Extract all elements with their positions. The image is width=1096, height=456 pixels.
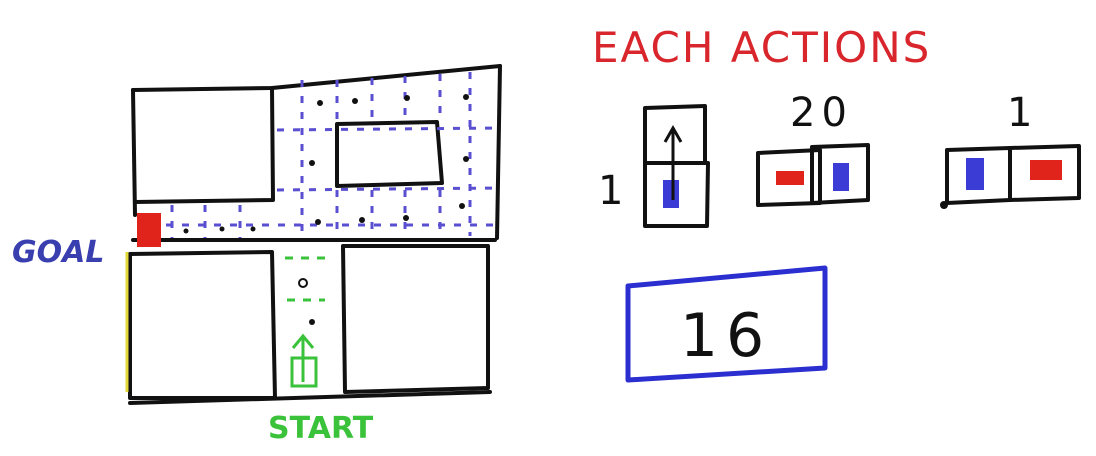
goal-label: GOAL (12, 235, 104, 270)
forward-action-cost: 1 (598, 168, 623, 214)
maze-bottom-wall (128, 390, 492, 405)
answer-value: 16 (680, 301, 772, 371)
answer-box (625, 265, 828, 383)
start-corridor-ring (298, 278, 308, 288)
reverse-red-robot-icon (1030, 160, 1062, 180)
start-corridor-dashes (285, 256, 330, 302)
cell-dots (183, 94, 469, 325)
maze-inner-wall-top-left (133, 86, 275, 204)
start-label: START (268, 411, 374, 446)
start-robot-icon (290, 333, 318, 388)
maze-lower-right-block (341, 244, 490, 394)
forward-action-diagram (643, 104, 710, 228)
reverse-blue-robot-icon (966, 158, 984, 190)
actions-heading: EACH ACTIONS (592, 23, 931, 72)
turn-action-diagram (756, 143, 870, 207)
reverse-action-diagram (945, 144, 1081, 205)
up-arrow-icon (663, 124, 683, 200)
goal-marker-icon (137, 213, 161, 247)
reverse-action-cost: 1 (1007, 90, 1032, 136)
maze-right-wall (495, 64, 502, 240)
maze-top-wall (131, 64, 502, 92)
forward-robot-icon (663, 180, 679, 208)
turn-action-cost: 20 (790, 90, 853, 136)
maze-left-wall (131, 88, 137, 217)
grid-dashes (150, 72, 501, 238)
reverse-start-dot (940, 201, 948, 209)
turn-blue-robot-icon (833, 163, 849, 191)
turn-red-robot-icon (776, 171, 804, 185)
maze (128, 64, 502, 405)
maze-obstacle (335, 120, 444, 188)
maze-lower-left-block (128, 250, 277, 400)
